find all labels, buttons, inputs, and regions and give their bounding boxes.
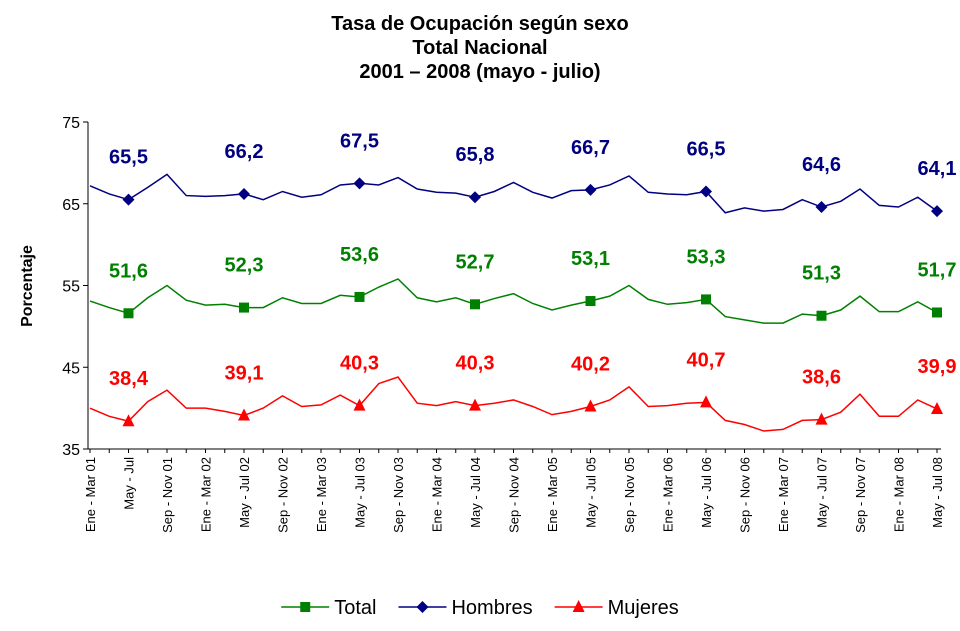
- data-point: [931, 205, 943, 218]
- data-point: [584, 183, 597, 196]
- x-tick-label: Ene - Mar 02: [199, 457, 214, 532]
- legend-marker: [300, 602, 311, 612]
- data-label: 40,3: [340, 353, 379, 375]
- legend: Total Hombres Mujeres: [281, 597, 679, 619]
- data-label: 66,7: [571, 137, 610, 159]
- series-line: [89, 376, 938, 432]
- x-tick-label: Ene - Mar 06: [661, 457, 676, 532]
- data-point: [353, 177, 366, 190]
- x-tick-label: May - Jul 02: [237, 457, 252, 528]
- data-point: [585, 296, 596, 307]
- data-point: [353, 398, 366, 411]
- chart-title: Tasa de Ocupación según sexo: [331, 13, 629, 35]
- x-tick-label: Sep - Nov 07: [853, 457, 868, 533]
- data-label: 64,1: [918, 158, 957, 180]
- data-label: 51,7: [918, 259, 957, 281]
- chart-title: Total Nacional: [412, 37, 547, 59]
- legend-label: Total: [334, 597, 376, 619]
- x-tick-label: Sep - Nov 03: [391, 457, 406, 533]
- x-tick-label: Ene - Mar 01: [83, 457, 98, 532]
- data-point: [238, 408, 250, 421]
- data-label: 67,5: [340, 130, 379, 152]
- x-tick-label: Ene - Mar 03: [314, 457, 329, 532]
- chart-title: 2001 – 2008 (mayo - julio): [359, 61, 600, 83]
- x-tick-label: Ene - Mar 07: [776, 457, 791, 532]
- data-point: [931, 401, 943, 414]
- data-point: [470, 299, 480, 310]
- data-label: 38,6: [802, 367, 841, 389]
- x-tick-label: Sep - Nov 02: [276, 457, 291, 533]
- x-tick-label: Ene - Mar 08: [892, 457, 907, 532]
- legend-label: Mujeres: [608, 597, 679, 619]
- x-tick-label: May - Jul 04: [468, 457, 483, 528]
- x-tick-label: May - Jul 07: [815, 457, 830, 528]
- data-label: 65,8: [456, 144, 495, 166]
- data-point: [701, 294, 711, 305]
- x-tick-label: Ene - Mar 05: [545, 457, 560, 532]
- data-label: 39,9: [918, 356, 957, 378]
- x-tick-label: May - Jul 08: [930, 457, 945, 528]
- legend-marker: [416, 601, 429, 613]
- data-label: 53,6: [340, 244, 379, 266]
- data-point: [122, 414, 135, 427]
- data-label: 53,1: [571, 248, 610, 270]
- data-label: 39,1: [225, 362, 264, 384]
- x-tick-label: May - Jul 05: [584, 457, 599, 528]
- data-point: [584, 399, 597, 412]
- data-label: 66,2: [225, 141, 264, 163]
- data-point: [354, 291, 365, 302]
- data-label: 51,6: [109, 260, 148, 282]
- data-point: [700, 395, 712, 408]
- y-tick-label: 75: [62, 115, 80, 132]
- y-tick-label: 35: [62, 442, 80, 459]
- data-label: 40,7: [687, 349, 726, 371]
- x-tick-label: Sep - Nov 06: [738, 457, 753, 533]
- data-label: 64,6: [802, 154, 841, 176]
- data-point: [123, 308, 134, 319]
- y-axis-label: Porcentaje: [19, 245, 36, 327]
- y-tick-label: 65: [62, 197, 80, 214]
- data-point: [815, 412, 828, 425]
- data-label: 38,4: [109, 368, 149, 390]
- x-tick-label: Ene - Mar 04: [430, 457, 445, 532]
- data-label: 40,3: [456, 353, 495, 375]
- data-point: [932, 307, 942, 318]
- data-label: 51,3: [802, 263, 841, 285]
- legend-label: Hombres: [451, 597, 532, 619]
- series-line: [89, 173, 938, 214]
- x-tick-label: Sep - Nov 05: [622, 457, 637, 533]
- legend-marker: [572, 600, 585, 612]
- data-point: [238, 187, 250, 200]
- x-tick-label: May - Jul 03: [353, 457, 368, 528]
- data-point: [122, 193, 135, 206]
- data-label: 65,5: [109, 147, 148, 169]
- data-label: 52,7: [456, 251, 495, 273]
- data-label: 53,3: [687, 246, 726, 268]
- data-point: [816, 310, 827, 321]
- y-tick-label: 55: [62, 279, 80, 296]
- data-point: [700, 185, 712, 198]
- data-label: 52,3: [225, 255, 264, 277]
- data-point: [815, 201, 828, 214]
- x-tick-label: May - Jul: [122, 457, 137, 510]
- x-tick-label: Sep - Nov 01: [160, 457, 175, 533]
- data-point: [469, 398, 481, 411]
- series-line: [89, 278, 938, 324]
- data-label: 40,2: [571, 353, 610, 375]
- data-point: [239, 302, 249, 313]
- data-point: [469, 191, 481, 204]
- x-tick-label: May - Jul 06: [699, 457, 714, 528]
- data-label: 66,5: [687, 138, 726, 160]
- x-tick-label: Sep - Nov 04: [507, 457, 522, 533]
- y-tick-label: 45: [62, 360, 80, 377]
